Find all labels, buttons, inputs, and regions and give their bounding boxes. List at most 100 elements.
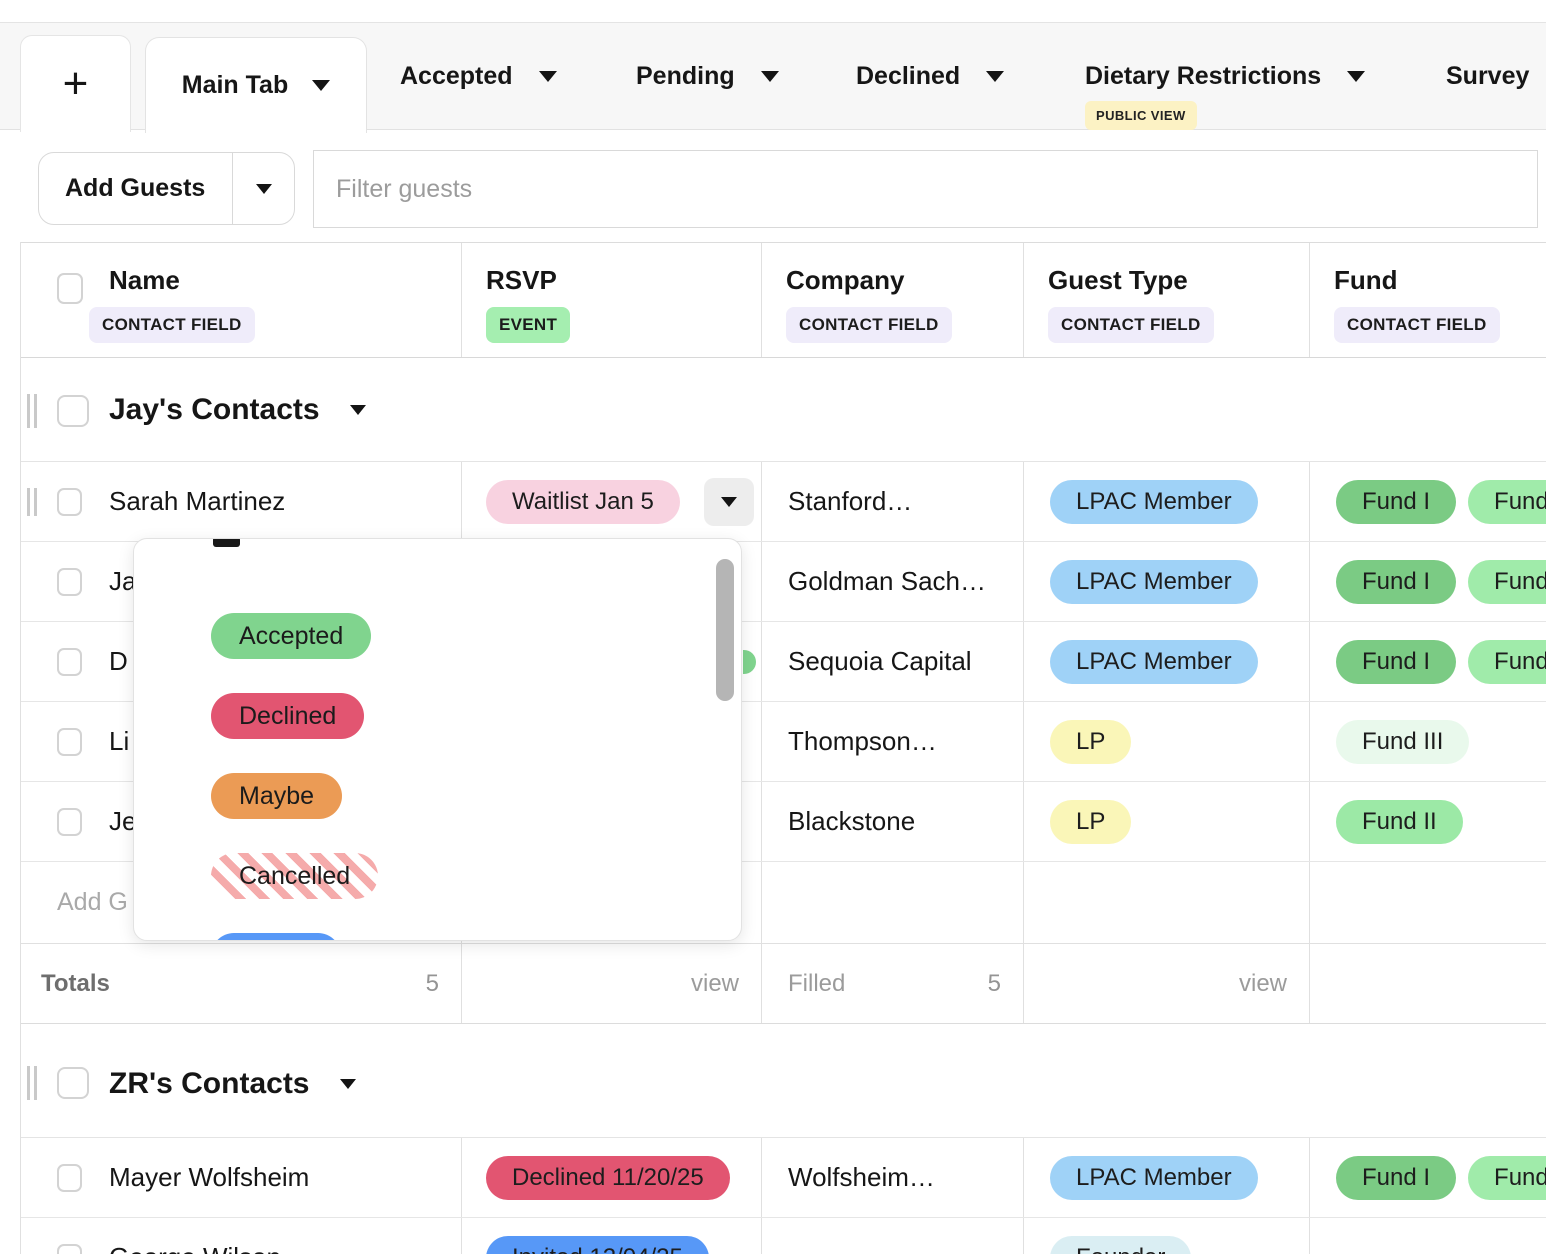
table-row: George Wilson Invited 12/04/25 Founder [21,1218,1546,1254]
company-cell[interactable]: Sequoia Capital [761,622,1023,701]
fund-cell[interactable]: Fund I Fund II [1309,622,1546,701]
tab-accepted[interactable]: Accepted [400,23,557,129]
row-checkbox[interactable] [57,728,82,756]
row-checkbox[interactable] [57,1164,82,1192]
add-guest-label: Add G [57,888,128,916]
company-cell[interactable]: Wolfsheim… [761,1138,1023,1217]
guest-type-cell[interactable]: LPAC Member [1023,622,1309,701]
row-checkbox[interactable] [57,1244,82,1254]
group-checkbox[interactable] [57,1067,89,1099]
chevron-down-icon[interactable] [349,404,366,415]
rsvp-option-accepted[interactable]: Accepted [211,613,372,659]
guest-type-cell[interactable]: Founder [1023,1218,1309,1254]
row-checkbox[interactable] [57,648,82,676]
tab-main-tab[interactable]: Main Tab [145,37,367,133]
company-cell[interactable]: Goldman Sach… [761,542,1023,621]
rsvp-cell[interactable]: Waitlist Jan 5 [461,462,761,541]
company-cell[interactable] [761,1218,1023,1254]
rsvp-dropdown-button[interactable] [703,477,754,526]
tab-survey[interactable]: Survey [1446,23,1546,129]
column-title: RSVP [486,265,557,295]
guest-name: Je [109,806,137,836]
rsvp-option-declined[interactable]: Declined [211,693,365,739]
rsvp-option-cancelled[interactable]: Cancelled [211,853,379,899]
chevron-down-icon [255,183,272,194]
drag-handle[interactable] [27,488,37,516]
scrollbar-thumb[interactable] [716,559,734,701]
column-header-rsvp[interactable]: RSVP EVENT [461,243,761,357]
fund-cell[interactable]: Fund III [1309,702,1546,781]
column-header-company[interactable]: Company CONTACT FIELD [761,243,1023,357]
chevron-down-icon [986,70,1005,82]
group-checkbox[interactable] [57,395,89,427]
add-guests-dropdown-button[interactable] [232,153,294,224]
fund-cell[interactable]: Fund I Fund II [1309,462,1546,541]
guest-type-pill: Founder [1050,1235,1192,1254]
chevron-down-icon [538,70,557,82]
plus-icon: + [62,59,89,108]
fund-pill: Fund II [1468,639,1546,684]
group-header-jays-contacts: Jay's Contacts [21,358,1546,462]
add-tab-button[interactable]: + [20,35,131,132]
toolbar: Add Guests [0,131,1546,242]
tab-declined[interactable]: Declined [856,23,1005,129]
tab-dietary-restrictions[interactable]: Dietary Restrictions [1085,23,1366,129]
guest-type-cell[interactable]: LP [1023,702,1309,781]
view-link[interactable]: view [1238,969,1287,997]
empty-cell [1023,862,1309,943]
rsvp-pill[interactable]: Declined 11/20/25 [486,1155,730,1200]
rsvp-cell[interactable]: Declined 11/20/25 [461,1138,761,1217]
company-cell[interactable]: Thompson… [761,702,1023,781]
rsvp-pill[interactable]: Waitlist Jan 5 [486,479,680,524]
drag-handle[interactable] [27,1066,37,1100]
row-checkbox[interactable] [57,568,82,596]
table-row: Li Thompson… LP Fund III [21,702,1546,782]
column-title: Fund [1334,265,1398,295]
tab-label: Pending [636,61,735,90]
clear-rsvp-option[interactable] [213,539,240,547]
add-guests-button[interactable]: Add Guests [38,152,295,225]
fund-pill: Fund III [1336,719,1470,764]
company-cell[interactable]: Blackstone [761,782,1023,861]
guest-type-cell[interactable]: LPAC Member [1023,542,1309,621]
fund-cell[interactable]: Fund II [1309,782,1546,861]
column-title: Company [786,265,905,295]
tab-label: Declined [856,61,961,90]
tab-pending[interactable]: Pending [636,23,779,129]
view-link[interactable]: view [690,969,739,997]
chevron-down-icon [1347,70,1366,82]
fund-cell[interactable]: Fund I Fund II [1309,542,1546,621]
guest-type-cell[interactable]: LPAC Member [1023,462,1309,541]
fund-cell[interactable] [1309,1218,1546,1254]
tab-bar: + Main Tab Accepted Pending Declined Die… [0,22,1546,133]
column-header-fund[interactable]: Fund CONTACT FIELD [1309,243,1546,357]
row-checkbox[interactable] [57,488,82,516]
drag-handle[interactable] [27,394,37,428]
fund-pill: Fund II [1468,559,1546,604]
column-header-name[interactable]: Name CONTACT FIELD [21,243,461,357]
rsvp-cell[interactable]: Invited 12/04/25 [461,1218,761,1254]
company-cell[interactable]: Stanford… [761,462,1023,541]
row-checkbox[interactable] [57,808,82,836]
rsvp-pill[interactable]: Invited 12/04/25 [486,1235,709,1254]
column-type-badge: CONTACT FIELD [1334,307,1500,343]
chevron-down-icon [312,80,331,91]
fund-pill: Fund II [1468,479,1546,524]
add-guest-row[interactable]: Add G [21,862,1546,944]
fund-cell[interactable]: Fund I Fund II [1309,1138,1546,1217]
totals-label: Totals [41,969,110,997]
rsvp-option-invited[interactable]: Invited [211,933,341,940]
tab-label: Main Tab [181,71,289,99]
filter-guests-input[interactable] [313,150,1538,228]
chevron-down-icon[interactable] [339,1078,356,1089]
column-type-badge: CONTACT FIELD [786,307,952,343]
guest-type-pill: LPAC Member [1050,479,1258,524]
fund-pill: Fund I [1336,1155,1457,1200]
column-header-guest-type[interactable]: Guest Type CONTACT FIELD [1023,243,1309,357]
group-title: Jay's Contacts [109,392,320,426]
guest-type-cell[interactable]: LP [1023,782,1309,861]
rsvp-pill-edge [743,650,756,674]
guest-type-cell[interactable]: LPAC Member [1023,1138,1309,1217]
select-all-checkbox[interactable] [57,273,83,304]
rsvp-option-maybe[interactable]: Maybe [211,773,343,819]
